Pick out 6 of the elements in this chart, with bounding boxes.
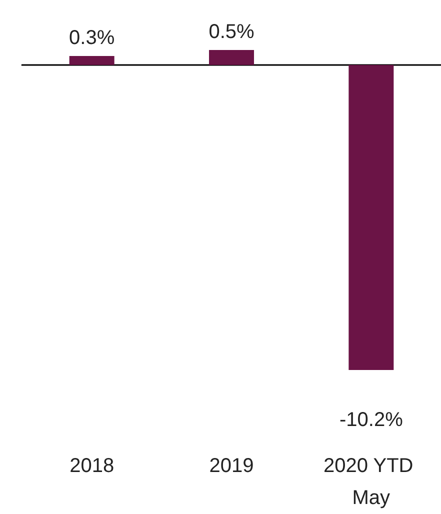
data-label: 0.5% [208,21,255,43]
data-label: -10.2% [339,409,404,431]
x-tick-label: 2019 [209,455,254,477]
data-label: 0.3% [69,26,115,49]
x-tick-label: 2018 [70,455,114,477]
x-tick-label: 2020 YTD May [324,455,419,509]
